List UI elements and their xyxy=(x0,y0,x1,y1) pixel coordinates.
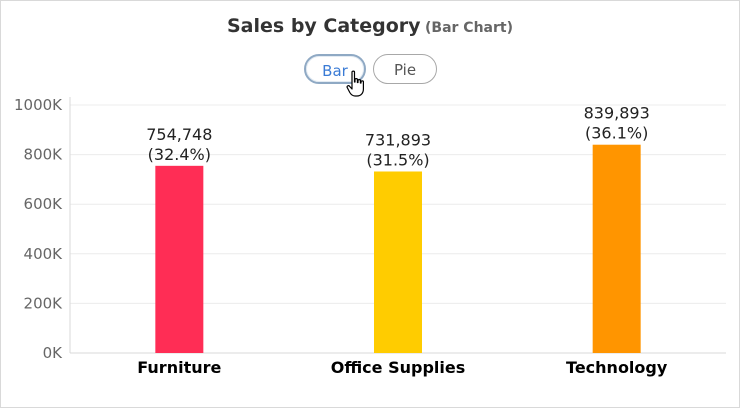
x-category-label: Technology xyxy=(566,358,668,377)
y-tick-label: 600K xyxy=(24,195,64,213)
y-tick-label: 200K xyxy=(24,294,64,312)
bar-percent-label: (31.5%) xyxy=(366,150,429,169)
bar-percent-label: (32.4%) xyxy=(148,145,211,164)
chart-title-main: Sales by Category xyxy=(226,15,421,37)
bar xyxy=(374,171,422,353)
chart-title: Sales by Category (Bar Chart) xyxy=(0,15,740,37)
hand-pointer-icon xyxy=(346,70,364,97)
pie-toggle-button[interactable]: Pie xyxy=(373,54,437,84)
x-category-label: Office Supplies xyxy=(331,358,466,377)
y-tick-label: 400K xyxy=(24,245,64,263)
y-tick-label: 0K xyxy=(43,344,64,362)
bar xyxy=(155,165,204,353)
bar xyxy=(592,144,641,353)
y-tick-label: 1000K xyxy=(14,96,63,114)
bar-value-label: 839,893 xyxy=(584,104,650,123)
bar-value-label: 754,748 xyxy=(146,125,212,144)
chart-title-subtitle: (Bar Chart) xyxy=(425,20,513,36)
y-tick-label: 800K xyxy=(24,146,64,164)
bar-percent-label: (36.1%) xyxy=(585,124,648,143)
x-category-label: Furniture xyxy=(137,358,221,377)
bar-toggle-button[interactable]: Bar xyxy=(304,54,366,84)
bar-value-label: 731,893 xyxy=(365,130,431,149)
